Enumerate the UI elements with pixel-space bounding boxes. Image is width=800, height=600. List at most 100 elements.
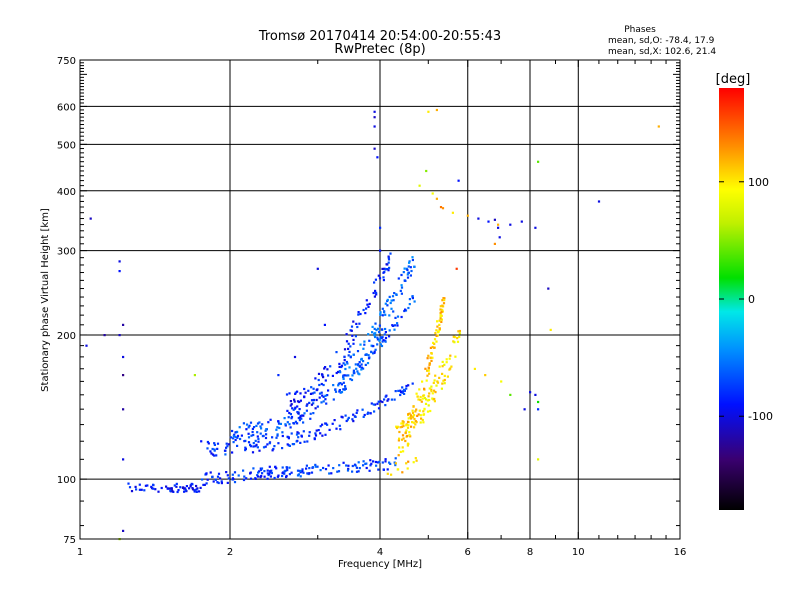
- data-point: [340, 383, 343, 386]
- data-point: [405, 384, 408, 388]
- data-point: [344, 367, 347, 371]
- data-point: [429, 409, 432, 413]
- data-point: [408, 412, 411, 415]
- data-point: [152, 483, 155, 486]
- data-point: [305, 467, 308, 470]
- data-point: [425, 379, 428, 382]
- colorbar-unit-label: [deg]: [716, 72, 751, 87]
- data-point: [458, 329, 461, 333]
- data-point: [303, 395, 306, 398]
- data-point: [413, 418, 416, 421]
- data-point: [345, 360, 348, 364]
- data-point: [341, 416, 344, 419]
- data-point: [213, 454, 216, 457]
- data-point: [352, 371, 355, 374]
- x-tick-label: 2: [227, 547, 233, 558]
- data-point: [314, 377, 317, 380]
- data-point: [252, 467, 255, 470]
- data-point: [336, 470, 339, 473]
- data-point: [358, 322, 361, 325]
- data-point: [407, 306, 410, 310]
- data-point: [357, 311, 360, 314]
- data-point: [334, 388, 337, 391]
- data-point: [431, 356, 434, 359]
- data-point: [378, 460, 381, 463]
- data-point: [374, 322, 377, 325]
- data-point: [484, 374, 487, 377]
- data-point: [267, 421, 270, 424]
- data-point: [549, 328, 552, 331]
- data-point: [320, 382, 323, 386]
- data-point: [176, 490, 179, 494]
- data-point: [365, 466, 368, 470]
- data-point: [314, 407, 317, 410]
- data-point: [342, 362, 345, 365]
- data-point: [295, 433, 299, 436]
- data-point: [302, 471, 305, 474]
- data-point: [319, 469, 322, 472]
- data-point: [398, 446, 401, 449]
- data-point: [381, 461, 384, 464]
- data-point: [276, 426, 279, 429]
- data-point: [249, 421, 253, 424]
- data-point: [324, 394, 327, 397]
- data-point: [320, 401, 323, 404]
- data-point: [291, 443, 294, 446]
- data-point: [358, 467, 361, 470]
- data-point: [399, 393, 402, 397]
- data-point: [529, 391, 532, 394]
- data-point: [381, 267, 384, 270]
- data-point: [255, 443, 258, 446]
- data-point: [274, 465, 277, 469]
- data-point: [396, 315, 400, 318]
- data-point: [394, 390, 397, 393]
- data-point: [423, 408, 426, 411]
- data-point: [352, 338, 355, 341]
- data-point: [408, 261, 411, 264]
- data-point: [428, 363, 431, 366]
- data-point: [299, 392, 302, 395]
- data-point: [308, 431, 311, 434]
- data-point: [231, 429, 234, 433]
- data-point: [393, 328, 396, 331]
- data-point: [497, 226, 500, 229]
- data-point: [332, 398, 335, 401]
- data-point: [314, 432, 317, 435]
- data-point: [177, 489, 180, 492]
- data-point: [434, 374, 437, 377]
- data-point: [537, 458, 540, 461]
- data-point: [346, 362, 349, 365]
- data-point: [373, 334, 376, 337]
- data-point: [290, 403, 293, 406]
- data-point: [324, 398, 327, 401]
- data-point: [338, 464, 341, 467]
- data-point: [433, 400, 436, 403]
- data-point: [440, 310, 443, 314]
- data-point: [487, 220, 490, 223]
- data-point: [384, 404, 387, 407]
- data-point: [396, 322, 399, 325]
- data-point: [413, 300, 416, 303]
- data-point: [286, 469, 289, 472]
- data-point: [401, 471, 404, 474]
- data-point: [260, 474, 263, 478]
- data-point: [299, 441, 302, 444]
- data-point: [103, 334, 106, 337]
- data-point: [300, 434, 303, 437]
- data-point: [232, 441, 235, 444]
- data-point: [226, 474, 229, 477]
- data-point: [344, 387, 347, 390]
- data-point: [348, 366, 351, 369]
- data-point: [310, 399, 314, 402]
- data-point: [244, 439, 247, 442]
- data-point: [445, 361, 448, 364]
- data-point: [345, 333, 348, 336]
- data-point: [118, 334, 121, 337]
- data-point: [386, 304, 389, 307]
- data-point: [443, 363, 446, 366]
- data-point: [236, 444, 239, 447]
- data-point: [436, 334, 439, 337]
- data-point: [359, 312, 362, 316]
- data-point: [402, 450, 405, 453]
- data-point: [140, 488, 143, 491]
